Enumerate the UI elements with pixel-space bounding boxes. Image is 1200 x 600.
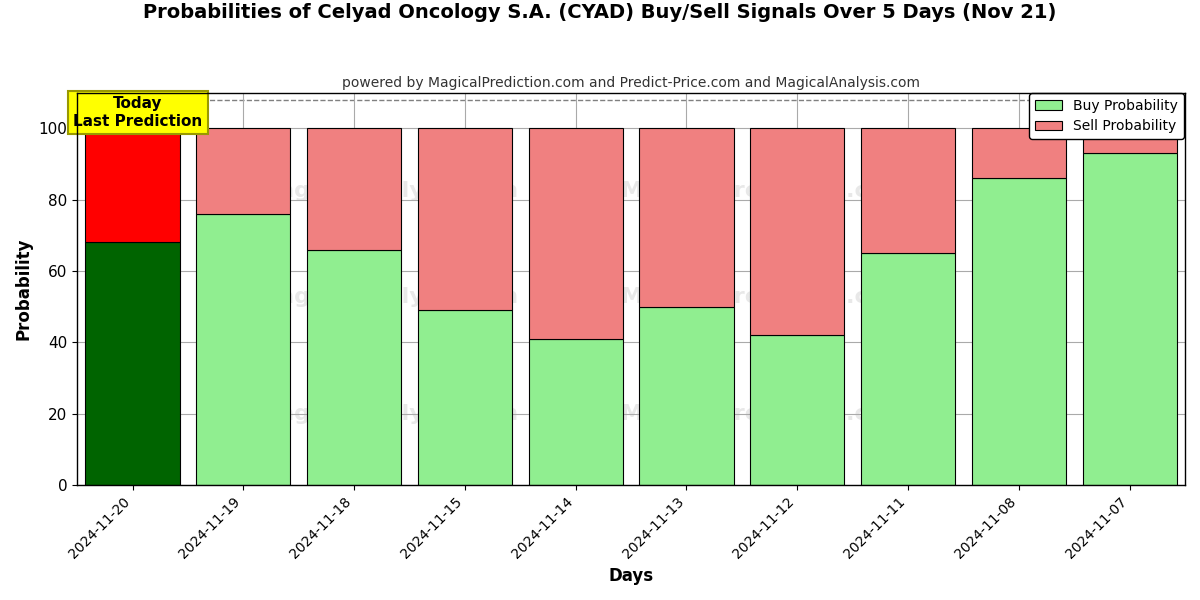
Bar <box>640 307 733 485</box>
Text: Probabilities of Celyad Oncology S.A. (CYAD) Buy/Sell Signals Over 5 Days (Nov 2: Probabilities of Celyad Oncology S.A. (C… <box>143 3 1057 22</box>
Bar <box>972 178 1066 485</box>
Bar <box>750 335 845 485</box>
Bar <box>85 128 180 242</box>
Y-axis label: Probability: Probability <box>14 238 32 340</box>
Bar <box>307 128 401 250</box>
Text: MagicalAnalysis.com: MagicalAnalysis.com <box>257 287 518 307</box>
Bar <box>860 253 955 485</box>
X-axis label: Days: Days <box>608 567 654 585</box>
Bar <box>85 242 180 485</box>
Bar <box>197 214 290 485</box>
Bar <box>418 128 512 310</box>
Text: MagicalPrediction.com: MagicalPrediction.com <box>622 404 907 424</box>
Legend: Buy Probability, Sell Probability: Buy Probability, Sell Probability <box>1030 93 1184 139</box>
Bar <box>750 128 845 335</box>
Text: Today
Last Prediction: Today Last Prediction <box>73 96 203 128</box>
Bar <box>972 128 1066 178</box>
Text: MagicalAnalysis.com: MagicalAnalysis.com <box>257 404 518 424</box>
Bar <box>307 250 401 485</box>
Text: MagicalPrediction.com: MagicalPrediction.com <box>622 181 907 200</box>
Text: MagicalPrediction.com: MagicalPrediction.com <box>622 287 907 307</box>
Bar <box>529 339 623 485</box>
Bar <box>197 128 290 214</box>
Title: powered by MagicalPrediction.com and Predict-Price.com and MagicalAnalysis.com: powered by MagicalPrediction.com and Pre… <box>342 76 920 90</box>
Text: MagicalAnalysis.com: MagicalAnalysis.com <box>257 181 518 200</box>
Bar <box>640 128 733 307</box>
Bar <box>529 128 623 339</box>
Bar <box>1082 128 1177 153</box>
Bar <box>418 310 512 485</box>
Bar <box>1082 153 1177 485</box>
Bar <box>860 128 955 253</box>
